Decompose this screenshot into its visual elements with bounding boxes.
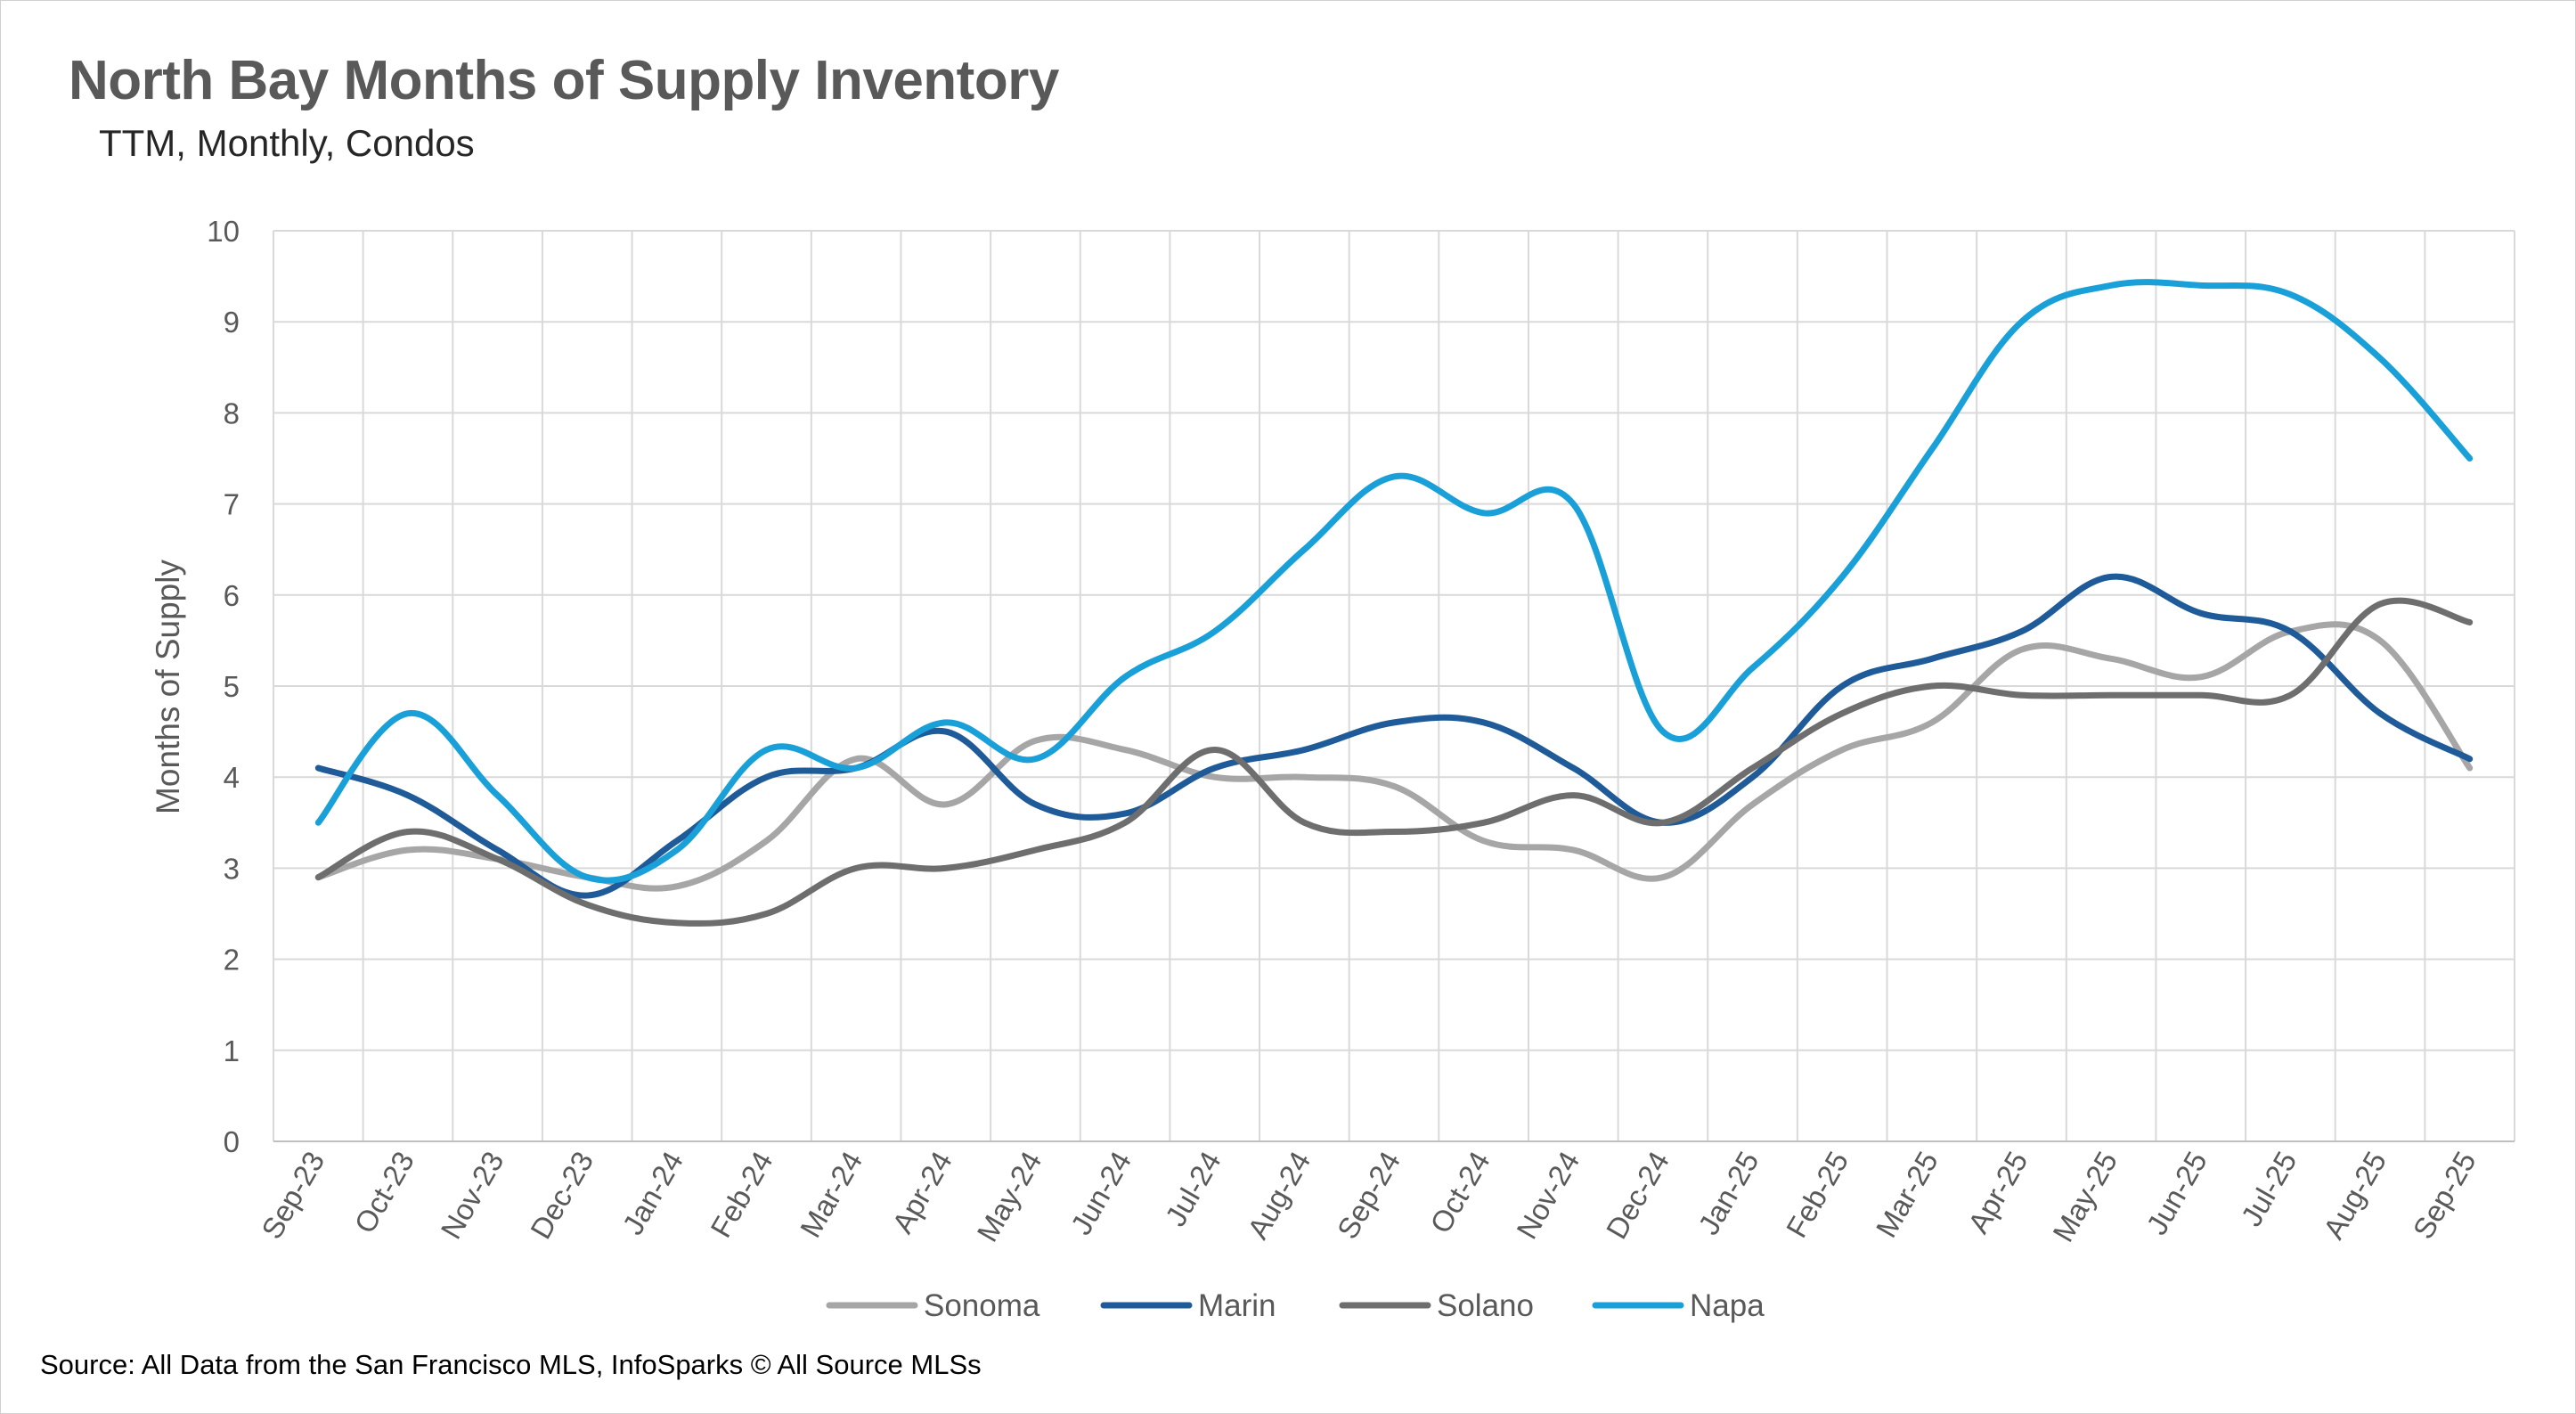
y-tick-label: 8 xyxy=(224,396,240,429)
x-tick-label: Oct-23 xyxy=(347,1146,420,1238)
y-tick-label: 4 xyxy=(224,761,240,794)
x-tick-label: Jul-24 xyxy=(1159,1146,1227,1231)
y-tick-label: 1 xyxy=(224,1034,240,1067)
y-tick-label: 7 xyxy=(224,488,240,521)
x-tick-label: Feb-24 xyxy=(704,1146,779,1243)
legend-label-marin: Marin xyxy=(1198,1288,1276,1323)
x-tick-label: Feb-25 xyxy=(1780,1146,1855,1243)
x-tick-label: Jan-24 xyxy=(615,1146,689,1240)
x-tick-label: Jan-25 xyxy=(1692,1146,1765,1240)
x-tick-label: May-24 xyxy=(970,1146,1048,1247)
x-tick-label: Apr-24 xyxy=(885,1146,958,1238)
x-tick-label: Sep-25 xyxy=(2406,1146,2482,1245)
y-tick-label: 0 xyxy=(224,1125,240,1158)
x-tick-label: Mar-25 xyxy=(1870,1146,1944,1243)
series-line-marin xyxy=(314,573,2474,899)
y-tick-label: 6 xyxy=(224,579,240,612)
gridlines xyxy=(273,230,2515,1142)
x-tick-label: Jul-25 xyxy=(2234,1146,2303,1231)
x-tick-label: Jun-24 xyxy=(1064,1146,1137,1240)
x-tick-label: Mar-24 xyxy=(794,1146,868,1243)
y-tick-label: 5 xyxy=(224,670,240,703)
x-tick-label: Sep-24 xyxy=(1331,1146,1406,1245)
x-axis-ticks: Sep-23 Oct-23 Nov-23 Dec-23 Jan-24 Feb-24 Mar-… xyxy=(255,1146,2482,1247)
x-tick-label: Sep-23 xyxy=(255,1146,330,1245)
series-line-napa xyxy=(314,279,2474,884)
x-tick-label: Jun-25 xyxy=(2140,1146,2213,1240)
series-lines xyxy=(314,279,2474,927)
x-tick-label: Aug-24 xyxy=(1241,1146,1317,1245)
legend-label-napa: Napa xyxy=(1690,1288,1765,1323)
y-tick-label: 10 xyxy=(207,215,240,248)
series-line-sonoma xyxy=(314,621,2474,892)
y-tick-label: 3 xyxy=(224,852,240,885)
legend: Sonoma Marin Solano Napa xyxy=(826,1288,1765,1323)
x-tick-label: Dec-23 xyxy=(524,1146,599,1245)
x-tick-label: Oct-24 xyxy=(1423,1146,1496,1238)
chart-title: North Bay Months of Supply Inventory xyxy=(69,50,1059,111)
x-tick-label: May-25 xyxy=(2046,1146,2124,1247)
source-note: Source: All Data from the San Francisco … xyxy=(40,1349,982,1380)
series-line-solano xyxy=(314,597,2474,927)
legend-label-sonoma: Sonoma xyxy=(924,1288,1040,1323)
x-tick-label: Aug-25 xyxy=(2317,1146,2393,1245)
y-tick-label: 2 xyxy=(224,944,240,977)
chart-subtitle: TTM, Monthly, Condos xyxy=(99,122,475,164)
x-tick-label: Nov-23 xyxy=(434,1146,509,1245)
x-tick-label: Dec-24 xyxy=(1600,1146,1675,1245)
x-tick-label: Apr-25 xyxy=(1961,1146,2034,1238)
y-axis-title: Months of Supply xyxy=(150,560,186,814)
legend-label-solano: Solano xyxy=(1437,1288,1534,1323)
y-tick-label: 9 xyxy=(224,306,240,339)
y-axis-ticks: 0 1 2 3 4 5 6 7 8 9 10 xyxy=(207,215,240,1158)
x-tick-label: Nov-24 xyxy=(1510,1146,1586,1245)
